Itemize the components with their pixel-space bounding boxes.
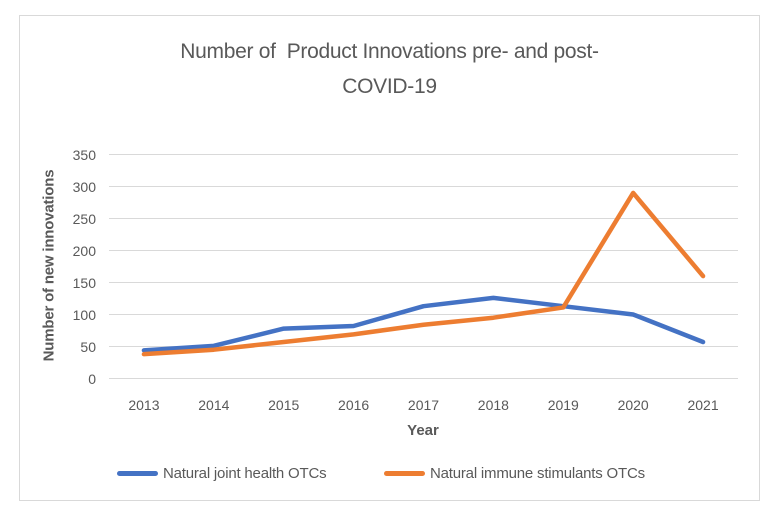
x-tick-label-2019: 2019 (547, 397, 579, 413)
chart-title-line-1: Number of Product Innovations pre- and p… (180, 40, 599, 63)
y-tick-label-350: 350 (72, 146, 96, 163)
x-tick-label-2016: 2016 (338, 397, 370, 413)
x-tick-label-2014: 2014 (198, 397, 230, 413)
series-line-natural-immune-stimulants-otcs (141, 190, 706, 357)
legend-label-natural-joint-health-otcs: Natural joint health OTCs (163, 464, 327, 482)
legend-swatch-natural-joint-health-otcs (117, 470, 158, 476)
legend-item-natural-immune-stimulants-otcs: Natural immune stimulants OTCs (384, 464, 645, 482)
y-tick-label-100: 100 (72, 306, 96, 323)
y-tick-label-0: 0 (88, 370, 96, 387)
x-tick-label-2013: 2013 (128, 397, 160, 413)
legend-label-natural-immune-stimulants-otcs: Natural immune stimulants OTCs (430, 464, 645, 482)
x-tick-label-2018: 2018 (477, 397, 509, 413)
x-tick-label-2017: 2017 (407, 397, 440, 413)
plot-area (109, 154, 738, 379)
y-tick-label-300: 300 (72, 178, 96, 195)
legend-swatch-natural-immune-stimulants-otcs (384, 470, 425, 476)
x-tick-label-2021: 2021 (687, 397, 719, 413)
y-tick-label-250: 250 (72, 210, 96, 227)
chart-title-line-2: COVID-19 (342, 75, 437, 98)
x-tick-label-2020: 2020 (617, 397, 649, 413)
chart-frame: Number of Product Innovations pre- and p… (19, 15, 760, 501)
y-tick-label-150: 150 (72, 274, 96, 291)
y-tick-label-200: 200 (72, 242, 96, 259)
legend-item-natural-joint-health-otcs: Natural joint health OTCs (117, 464, 327, 482)
chart-title: Number of Product Innovations pre- and p… (20, 34, 759, 104)
y-tick-label-50: 50 (80, 338, 96, 355)
x-tick-label-2015: 2015 (268, 397, 300, 413)
series-line-natural-joint-health-otcs (141, 295, 706, 353)
x-axis-title: Year (407, 422, 439, 439)
